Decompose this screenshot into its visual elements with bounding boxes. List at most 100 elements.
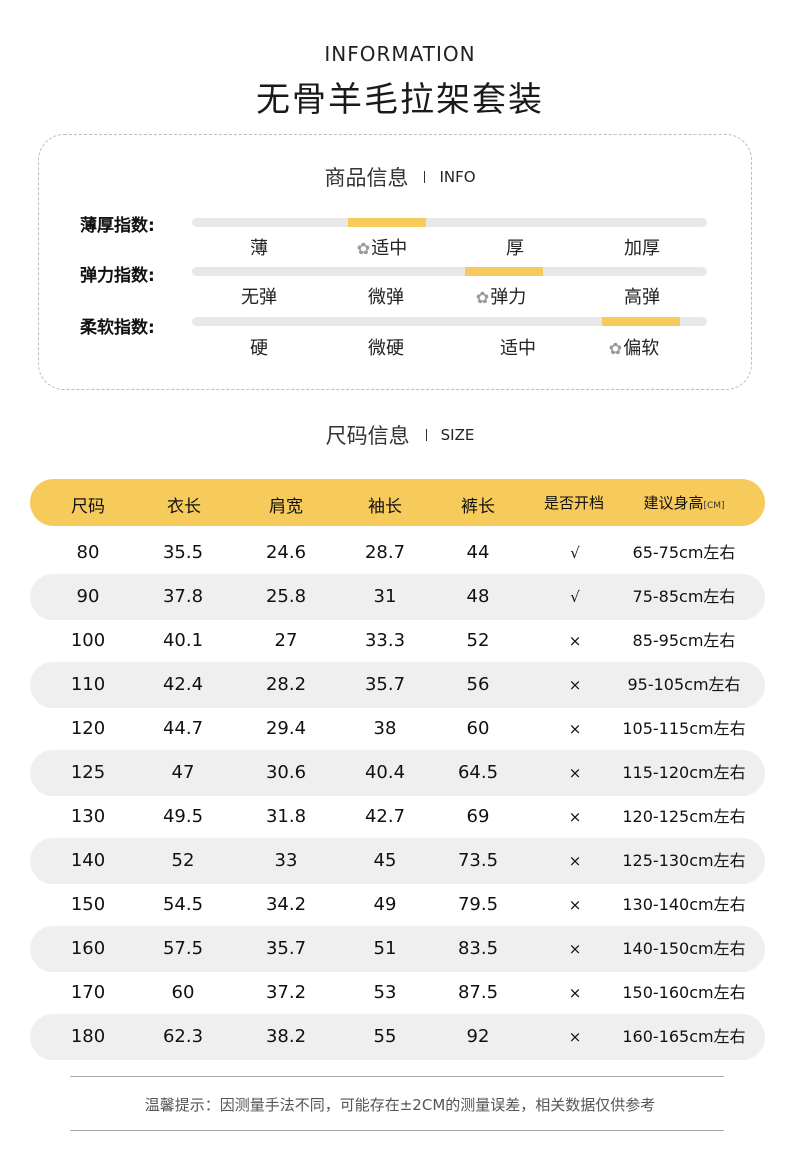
cell-size: 170 xyxy=(70,982,106,1003)
column-header-size: 尺码 xyxy=(71,497,105,517)
softness-option: 适中 xyxy=(500,338,536,359)
thickness-option: 厚 xyxy=(506,238,524,259)
softness-scale-marker xyxy=(602,317,680,326)
cell-shoulder: 24.6 xyxy=(265,542,307,563)
cell-suggested-height: 115-120cm左右 xyxy=(622,763,746,782)
cell-open-crotch: × xyxy=(568,940,582,958)
page-title: 无骨羊毛拉架套装 xyxy=(256,80,544,120)
thickness-scale-track xyxy=(192,218,707,227)
measurement-note: 温馨提示：因测量手法不同，可能存在±2CM的测量误差，相关数据仅供参考 xyxy=(144,1096,656,1114)
cell-sleeve: 31 xyxy=(373,586,397,607)
softness-scale-track xyxy=(192,317,707,326)
cell-suggested-height: 65-75cm左右 xyxy=(632,543,736,562)
cell-top-length: 60 xyxy=(171,982,195,1003)
size-info-title-cn: 尺码信息 xyxy=(325,424,410,448)
table-row: 120 44.7 29.4 38 60 × 105-115cm左右 xyxy=(30,706,765,752)
cell-sleeve: 42.7 xyxy=(364,806,406,827)
cell-suggested-height: 120-125cm左右 xyxy=(622,807,746,826)
cell-pants-length: 44 xyxy=(466,542,490,563)
cell-top-length: 35.5 xyxy=(162,542,204,563)
cell-open-crotch: × xyxy=(568,764,582,782)
cell-pants-length: 56 xyxy=(466,674,490,695)
cell-shoulder: 28.2 xyxy=(265,674,307,695)
column-header-open-crotch: 是否开档 xyxy=(543,494,604,512)
softness-option-selected: ✿偏软 xyxy=(608,338,660,359)
cell-size: 140 xyxy=(70,850,106,871)
cell-shoulder: 25.8 xyxy=(265,586,307,607)
cell-pants-length: 64.5 xyxy=(457,762,499,783)
height-unit: [CM] xyxy=(703,501,725,511)
product-info-panel xyxy=(38,134,752,390)
table-row: 130 49.5 31.8 42.7 69 × 120-125cm左右 xyxy=(30,794,765,840)
cell-suggested-height: 130-140cm左右 xyxy=(622,895,746,914)
table-row: 140 52 33 45 73.5 × 125-130cm左右 xyxy=(30,838,765,884)
cell-sleeve: 40.4 xyxy=(364,762,406,783)
product-info-title-en: INFO xyxy=(439,168,476,186)
column-header-suggested-height: 建议身高[CM] xyxy=(643,494,725,512)
cell-pants-length: 48 xyxy=(466,586,490,607)
cell-size: 110 xyxy=(70,674,106,695)
cell-open-crotch: × xyxy=(568,676,582,694)
cell-open-crotch: × xyxy=(568,984,582,1002)
cell-open-crotch: √ xyxy=(570,544,580,562)
elasticity-option-selected: ✿弹力 xyxy=(475,287,527,308)
table-row: 80 35.5 24.6 28.7 44 √ 65-75cm左右 xyxy=(30,530,765,576)
cell-pants-length: 60 xyxy=(466,718,490,739)
cell-suggested-height: 125-130cm左右 xyxy=(622,851,746,870)
cell-suggested-height: 95-105cm左右 xyxy=(627,675,741,694)
cell-suggested-height: 150-160cm左右 xyxy=(622,983,746,1002)
elasticity-option: 高弹 xyxy=(624,287,660,308)
cell-top-length: 52 xyxy=(171,850,195,871)
cell-open-crotch: × xyxy=(568,632,582,650)
thickness-option: 加厚 xyxy=(624,238,660,259)
flower-icon: ✿ xyxy=(475,288,490,307)
cell-shoulder: 38.2 xyxy=(265,1026,307,1047)
cell-top-length: 57.5 xyxy=(162,938,204,959)
cell-top-length: 40.1 xyxy=(162,630,204,651)
cell-size: 150 xyxy=(70,894,106,915)
flower-icon: ✿ xyxy=(608,339,623,358)
cell-size: 130 xyxy=(70,806,106,827)
cell-pants-length: 83.5 xyxy=(457,938,499,959)
elasticity-option: 微弹 xyxy=(368,287,404,308)
cell-sleeve: 28.7 xyxy=(364,542,406,563)
elasticity-scale-marker xyxy=(465,267,543,276)
cell-open-crotch: × xyxy=(568,720,582,738)
cell-top-length: 47 xyxy=(171,762,195,783)
cell-size: 80 xyxy=(76,542,100,563)
cell-pants-length: 92 xyxy=(466,1026,490,1047)
flower-icon: ✿ xyxy=(356,239,371,258)
table-row: 160 57.5 35.7 51 83.5 × 140-150cm左右 xyxy=(30,926,765,972)
cell-size: 100 xyxy=(70,630,106,651)
cell-pants-length: 69 xyxy=(466,806,490,827)
cell-suggested-height: 105-115cm左右 xyxy=(622,719,746,738)
thickness-scale-marker xyxy=(348,218,426,227)
size-table-header xyxy=(30,479,765,526)
cell-shoulder: 33 xyxy=(274,850,298,871)
table-row: 125 47 30.6 40.4 64.5 × 115-120cm左右 xyxy=(30,750,765,796)
table-row: 180 62.3 38.2 55 92 × 160-165cm左右 xyxy=(30,1014,765,1060)
cell-suggested-height: 75-85cm左右 xyxy=(632,587,736,606)
table-row: 90 37.8 25.8 31 48 √ 75-85cm左右 xyxy=(30,574,765,620)
table-row: 150 54.5 34.2 49 79.5 × 130-140cm左右 xyxy=(30,882,765,928)
table-row: 170 60 37.2 53 87.5 × 150-160cm左右 xyxy=(30,970,765,1016)
column-header-pants-length: 裤长 xyxy=(461,497,495,517)
cell-shoulder: 35.7 xyxy=(265,938,307,959)
cell-pants-length: 79.5 xyxy=(457,894,499,915)
table-row: 100 40.1 27 33.3 52 × 85-95cm左右 xyxy=(30,618,765,664)
cell-sleeve: 55 xyxy=(373,1026,397,1047)
cell-suggested-height: 160-165cm左右 xyxy=(622,1027,746,1046)
cell-sleeve: 51 xyxy=(373,938,397,959)
cell-sleeve: 35.7 xyxy=(364,674,406,695)
cell-shoulder: 30.6 xyxy=(265,762,307,783)
cell-suggested-height: 85-95cm左右 xyxy=(632,631,736,650)
cell-top-length: 37.8 xyxy=(162,586,204,607)
cell-size: 125 xyxy=(70,762,106,783)
cell-size: 120 xyxy=(70,718,106,739)
elasticity-scale-label: 弹力指数: xyxy=(80,266,155,286)
cell-top-length: 42.4 xyxy=(162,674,204,695)
divider xyxy=(70,1076,724,1077)
cell-suggested-height: 140-150cm左右 xyxy=(622,939,746,958)
cell-sleeve: 45 xyxy=(373,850,397,871)
cell-top-length: 49.5 xyxy=(162,806,204,827)
